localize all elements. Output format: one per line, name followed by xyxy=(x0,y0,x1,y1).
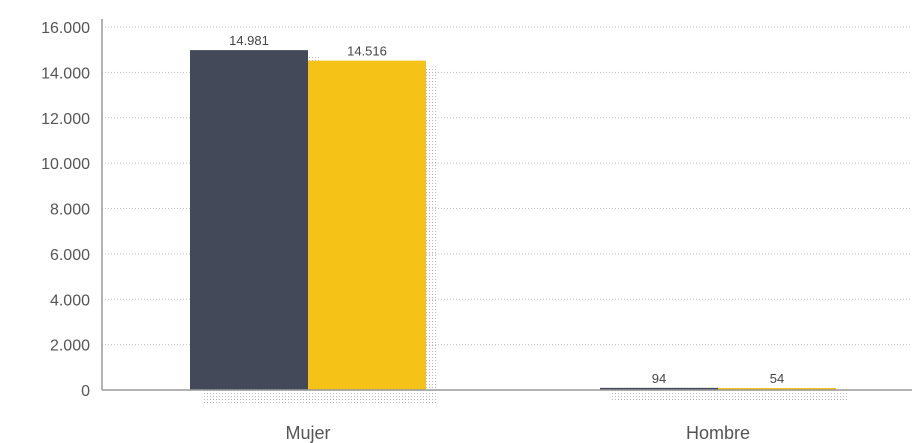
y-tick-label: 6.000 xyxy=(50,247,90,264)
y-tick-label: 8.000 xyxy=(50,202,90,219)
bar-hombre-0 xyxy=(600,387,718,390)
data-label: 14.981 xyxy=(229,33,269,48)
y-tick-label: 10.000 xyxy=(41,156,90,173)
data-label: 14.516 xyxy=(347,44,387,59)
y-tick-label: 0 xyxy=(81,383,90,400)
bar-mujer-0 xyxy=(190,50,308,390)
bars xyxy=(190,50,836,391)
axes xyxy=(101,19,912,391)
y-tick-label: 12.000 xyxy=(41,111,90,128)
bar-hombre-1 xyxy=(718,388,836,390)
y-tick-label: 16.000 xyxy=(41,20,90,37)
data-label: 54 xyxy=(770,371,784,386)
bar-mujer-1 xyxy=(308,60,426,391)
bar-shadow xyxy=(730,388,848,402)
x-category-label: Hombre xyxy=(686,423,750,443)
y-tick-label: 4.000 xyxy=(50,292,90,309)
y-tick-label: 2.000 xyxy=(50,338,90,355)
bar-shadow xyxy=(612,388,730,402)
data-label: 94 xyxy=(652,371,666,386)
labels: 0 2.000 4.000 6.000 8.000 10.000 12.000 14.000 1… xyxy=(41,20,784,443)
y-tick-label: 14.000 xyxy=(41,65,90,82)
x-category-label: Mujer xyxy=(285,423,330,443)
